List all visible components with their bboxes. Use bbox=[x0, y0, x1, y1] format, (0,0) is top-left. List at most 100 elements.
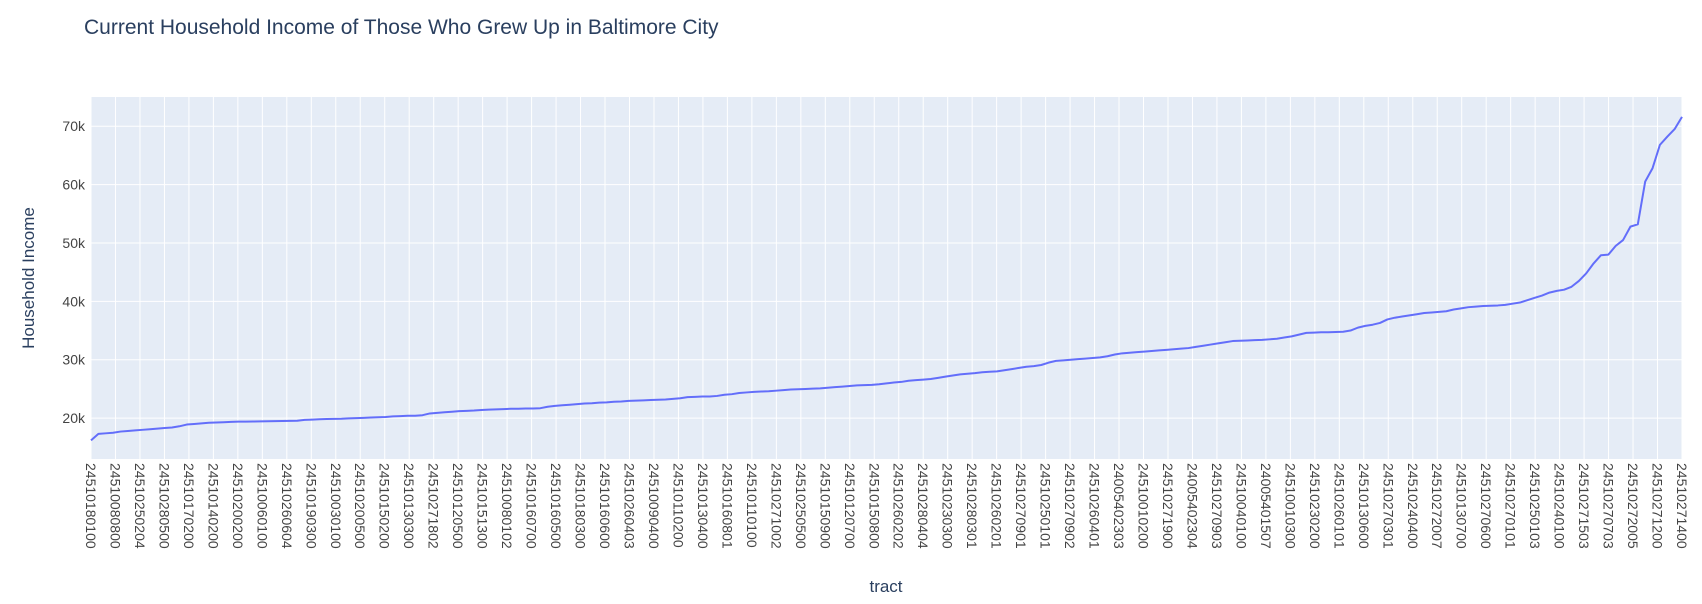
x-tick-label: 24510280301 bbox=[964, 463, 980, 549]
plot-background bbox=[91, 97, 1682, 459]
data-point bbox=[1173, 348, 1175, 350]
data-point bbox=[782, 389, 784, 391]
data-point bbox=[1040, 364, 1042, 366]
data-point bbox=[517, 408, 519, 410]
data-point bbox=[444, 411, 446, 413]
data-point bbox=[304, 419, 306, 421]
x-tick-label: 24510080102 bbox=[499, 463, 515, 549]
data-point bbox=[385, 416, 387, 418]
data-point bbox=[1534, 297, 1536, 299]
x-tick-label: 24510272007 bbox=[1429, 463, 1445, 549]
data-point bbox=[164, 427, 166, 429]
data-point bbox=[1283, 337, 1285, 339]
data-point bbox=[348, 417, 350, 419]
x-tick-label: 24510250101 bbox=[1038, 463, 1054, 549]
x-tick-label: 24510271900 bbox=[1160, 463, 1176, 549]
data-point bbox=[753, 391, 755, 393]
data-point bbox=[1637, 223, 1639, 225]
data-point bbox=[1423, 312, 1425, 314]
data-point bbox=[480, 409, 482, 411]
data-point bbox=[429, 412, 431, 414]
x-tick-label: 24510160600 bbox=[597, 463, 613, 549]
data-point bbox=[1202, 345, 1204, 347]
x-tick-label: 24510180300 bbox=[573, 463, 589, 549]
data-point bbox=[768, 390, 770, 392]
data-point bbox=[1327, 331, 1329, 333]
data-point bbox=[900, 381, 902, 383]
x-tick-label: 24510250204 bbox=[132, 463, 148, 549]
data-point bbox=[687, 396, 689, 398]
x-tick-label: 24510260201 bbox=[989, 463, 1005, 549]
x-tick-label: 24510150900 bbox=[817, 463, 833, 549]
data-point bbox=[1342, 331, 1344, 333]
x-tick-label: 24510270903 bbox=[1209, 463, 1225, 549]
data-point bbox=[97, 433, 99, 435]
x-tick-label: 24510230300 bbox=[940, 463, 956, 549]
x-tick-label: 24510200500 bbox=[352, 463, 368, 549]
data-point bbox=[1431, 311, 1433, 313]
data-point bbox=[112, 432, 114, 434]
data-point bbox=[171, 426, 173, 428]
x-tick-label: 24510260101 bbox=[1331, 463, 1347, 549]
data-point bbox=[944, 376, 946, 378]
data-point bbox=[1099, 356, 1101, 358]
data-point bbox=[1563, 289, 1565, 291]
data-point bbox=[1151, 350, 1153, 352]
data-point bbox=[193, 423, 195, 425]
x-tick-label: 24510090400 bbox=[646, 463, 662, 549]
data-point bbox=[1600, 254, 1602, 256]
data-point bbox=[1062, 359, 1064, 361]
data-point bbox=[1475, 306, 1477, 308]
x-tick-label: 24510160500 bbox=[548, 463, 564, 549]
data-point bbox=[1394, 317, 1396, 319]
data-point bbox=[377, 416, 379, 418]
data-point bbox=[1571, 286, 1573, 288]
x-tick-label: 24005402304 bbox=[1184, 463, 1200, 549]
data-point bbox=[1416, 313, 1418, 315]
data-point bbox=[149, 428, 151, 430]
data-point bbox=[1188, 347, 1190, 349]
x-tick-label: 24005401507 bbox=[1258, 463, 1274, 549]
data-point bbox=[1364, 325, 1366, 327]
data-point bbox=[1629, 226, 1631, 228]
data-point bbox=[886, 382, 888, 384]
data-point bbox=[1607, 254, 1609, 256]
data-point bbox=[267, 420, 269, 422]
data-point bbox=[127, 430, 129, 432]
data-point bbox=[1482, 305, 1484, 307]
data-point bbox=[1445, 310, 1447, 312]
data-point bbox=[672, 398, 674, 400]
x-tick-label: 24510270901 bbox=[1013, 463, 1029, 549]
x-tick-label: 24510040100 bbox=[1233, 463, 1249, 549]
x-tick-label: 24510130400 bbox=[695, 463, 711, 549]
data-point bbox=[223, 421, 225, 423]
x-tick-label: 24510270301 bbox=[1380, 463, 1396, 549]
data-point bbox=[1497, 304, 1499, 306]
data-point bbox=[922, 379, 924, 381]
data-point bbox=[620, 400, 622, 402]
data-point bbox=[1460, 307, 1462, 309]
data-point bbox=[701, 396, 703, 398]
data-point bbox=[731, 393, 733, 395]
data-point bbox=[657, 399, 659, 401]
data-point bbox=[1320, 331, 1322, 333]
x-tick-label: 24510260202 bbox=[891, 463, 907, 549]
data-point bbox=[333, 418, 335, 420]
data-point bbox=[547, 406, 549, 408]
data-point bbox=[679, 397, 681, 399]
data-point bbox=[200, 422, 202, 424]
data-point bbox=[495, 408, 497, 410]
data-point bbox=[245, 421, 247, 423]
data-point bbox=[1681, 116, 1683, 118]
data-point bbox=[1224, 341, 1226, 343]
data-point bbox=[282, 420, 284, 422]
data-point bbox=[134, 429, 136, 431]
data-point bbox=[863, 384, 865, 386]
data-point bbox=[1136, 351, 1138, 353]
data-point bbox=[812, 388, 814, 390]
data-point bbox=[1313, 332, 1315, 334]
data-point bbox=[989, 371, 991, 373]
data-point bbox=[1143, 351, 1145, 353]
data-point bbox=[1210, 344, 1212, 346]
